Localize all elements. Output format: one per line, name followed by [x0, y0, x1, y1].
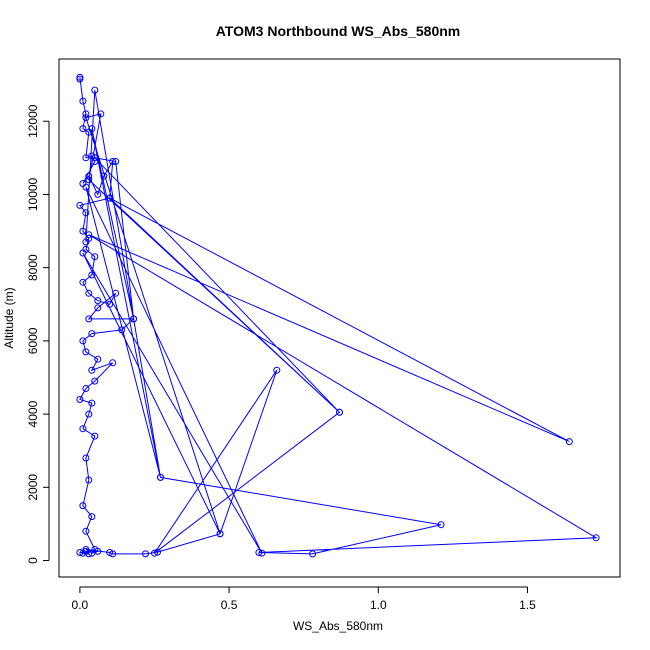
- data-point: [88, 513, 96, 521]
- data-point: [76, 73, 84, 81]
- data-point: [130, 315, 138, 323]
- data-point: [76, 396, 84, 403]
- data-point: [154, 548, 161, 556]
- x-axis: 0.0 0.5 1.0 1.5: [72, 586, 536, 612]
- y-axis-label: Altitude (m): [2, 287, 16, 348]
- data-point: [592, 534, 600, 542]
- y-tick-label: 10000: [26, 177, 40, 211]
- y-tick-label: 4000: [26, 400, 40, 427]
- data-point: [109, 158, 117, 165]
- data-point: [565, 438, 573, 446]
- data-point: [151, 549, 158, 557]
- data-point: [109, 550, 117, 558]
- data-point: [79, 425, 87, 433]
- data-point: [255, 549, 263, 556]
- data-point: [79, 337, 87, 345]
- x-tick-label: 0.0: [72, 598, 89, 612]
- data-point: [76, 201, 84, 209]
- data-point: [88, 549, 96, 557]
- chart-title: ATOM3 Northbound WS_Abs_580nm: [216, 23, 461, 39]
- data-point: [82, 114, 90, 122]
- data-point: [88, 399, 96, 407]
- data-point: [91, 158, 99, 165]
- data-point: [88, 330, 96, 338]
- data-point: [142, 550, 149, 558]
- y-tick-label: 12000: [26, 104, 40, 138]
- data-point: [85, 172, 93, 180]
- data-point: [94, 304, 102, 312]
- data-point: [79, 97, 87, 105]
- y-tick-label: 6000: [26, 327, 40, 354]
- y-axis: 0 2000 4000 6000 8000 10000 12000: [26, 104, 50, 564]
- x-tick-label: 1.0: [370, 598, 387, 612]
- data-point: [82, 385, 90, 392]
- x-tick-label: 1.5: [519, 598, 536, 612]
- data-point: [79, 278, 87, 286]
- data-point: [82, 546, 90, 553]
- plot-frame: [58, 58, 621, 578]
- data-point: [112, 158, 120, 165]
- data-point: [82, 348, 90, 356]
- data-point: [97, 110, 105, 118]
- x-axis-label: WS_Abs_580nm: [293, 619, 383, 633]
- data-point: [258, 549, 266, 557]
- data-point: [79, 249, 87, 257]
- data-point: [76, 549, 84, 556]
- data-point: [79, 125, 87, 133]
- data-point: [106, 194, 114, 202]
- y-tick-label: 2000: [26, 474, 40, 501]
- data-point: [85, 315, 93, 323]
- data-point: [85, 289, 93, 297]
- data-point: [82, 183, 90, 191]
- data-point: [106, 300, 114, 308]
- data-point: [216, 530, 224, 538]
- data-point: [94, 297, 102, 305]
- data-point: [309, 550, 317, 558]
- data-point: [100, 172, 108, 180]
- data-point: [85, 476, 93, 484]
- data-point: [157, 473, 164, 481]
- data-point: [88, 125, 96, 133]
- data-point: [88, 366, 96, 374]
- data-point: [91, 377, 99, 385]
- data-point: [118, 326, 126, 334]
- x-tick-label: 0.5: [221, 598, 238, 612]
- data-point: [82, 454, 90, 462]
- data-point: [79, 502, 87, 510]
- data-point: [336, 408, 343, 416]
- data-point: [82, 238, 90, 246]
- data-point: [91, 432, 99, 440]
- data-point: [437, 521, 445, 529]
- data-point: [91, 86, 99, 94]
- data-point: [109, 359, 117, 367]
- data-point: [85, 410, 93, 418]
- data-point: [112, 289, 120, 297]
- series-line: [79, 77, 598, 555]
- data-point: [94, 355, 102, 363]
- series-layer: [76, 73, 600, 558]
- data-point: [91, 154, 99, 162]
- data-point: [91, 253, 99, 261]
- data-point: [88, 271, 96, 279]
- data-point: [79, 227, 87, 235]
- data-point: [85, 176, 93, 184]
- data-point: [82, 527, 90, 535]
- data-point: [273, 366, 281, 374]
- data-point: [82, 209, 90, 217]
- data-point: [94, 190, 102, 198]
- data-point: [85, 231, 93, 239]
- y-tick-label: 0: [26, 557, 40, 564]
- data-point: [82, 110, 90, 118]
- y-tick-label: 8000: [26, 254, 40, 281]
